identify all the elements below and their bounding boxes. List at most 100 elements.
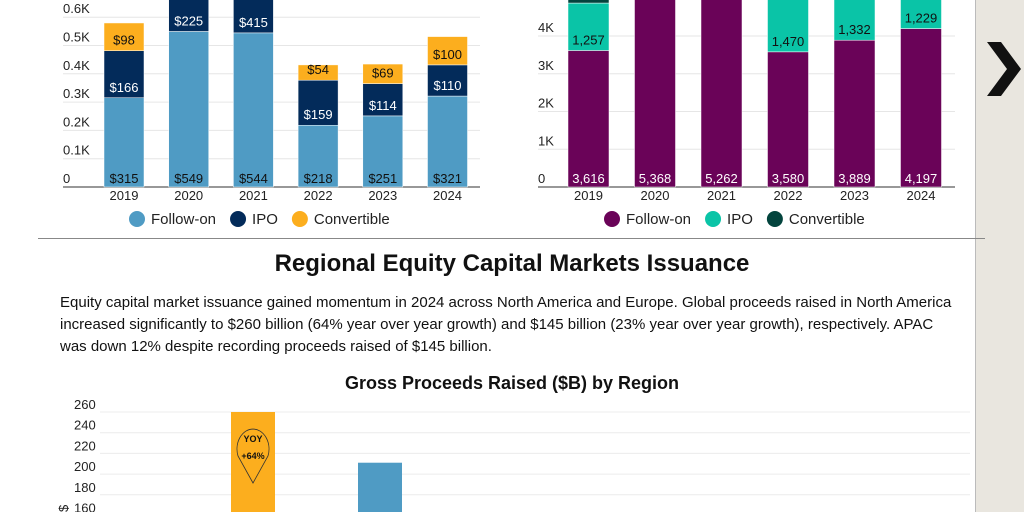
y-tick-label: 0.2K xyxy=(63,114,90,129)
bar-convertible xyxy=(567,0,610,4)
section-title: Regional Equity Capital Markets Issuance xyxy=(274,250,750,277)
y-tick-label: 220 xyxy=(74,438,96,453)
data-label: $69 xyxy=(372,66,394,81)
data-label: $315 xyxy=(110,171,139,186)
y-tick-label: 0.3K xyxy=(63,86,90,101)
yoy-value: +64% xyxy=(241,451,264,461)
x-tick-label: 2022 xyxy=(774,188,803,203)
y-tick-label: 1K xyxy=(538,133,554,148)
data-label: $321 xyxy=(433,171,462,186)
y-tick-label: 0 xyxy=(538,171,545,186)
section-paragraph: Equity capital market issuance gained mo… xyxy=(60,294,952,355)
x-tick-label: 2024 xyxy=(433,188,462,203)
x-tick-label: 2020 xyxy=(641,188,670,203)
data-label: $166 xyxy=(110,80,139,95)
x-tick-label: 2019 xyxy=(110,188,139,203)
data-label: $218 xyxy=(304,171,333,186)
legend-label[interactable]: IPO xyxy=(252,211,278,228)
x-tick-label: 2022 xyxy=(304,188,333,203)
legend-marker[interactable] xyxy=(129,211,145,227)
data-label: $100 xyxy=(433,47,462,62)
data-label: 5,368 xyxy=(639,171,672,186)
bar-ipo xyxy=(168,0,209,32)
bar-ipo xyxy=(567,2,610,51)
y-tick-label: 0.4K xyxy=(63,58,90,73)
bar-follow-on xyxy=(700,0,743,188)
y-tick-label: 0.5K xyxy=(63,30,90,45)
bar-ipo xyxy=(427,64,468,97)
bar-ipo xyxy=(833,0,876,41)
legend-label[interactable]: IPO xyxy=(727,211,753,228)
x-tick-label: 2020 xyxy=(174,188,203,203)
bar-follow-on xyxy=(233,32,274,188)
data-label: 5,262 xyxy=(705,171,738,186)
bar-convertible xyxy=(362,63,404,84)
y-tick-label: 200 xyxy=(74,459,96,474)
data-label: 3,580 xyxy=(772,171,805,186)
data-label: 1,229 xyxy=(905,11,938,26)
data-label: $98 xyxy=(113,33,135,48)
chevron-right-icon[interactable] xyxy=(985,40,1023,98)
data-label: 1,257 xyxy=(572,32,605,47)
yoy-label: YOY xyxy=(243,434,262,444)
bar-ipo xyxy=(900,0,942,29)
y-tick-label: 260 xyxy=(74,397,96,412)
bar-ipo xyxy=(767,0,809,53)
x-tick-label: 2021 xyxy=(239,188,268,203)
bar-convertible xyxy=(103,22,145,51)
bar-follow-on xyxy=(567,50,610,188)
bar-follow-on xyxy=(427,95,468,188)
bar xyxy=(231,412,275,512)
data-label: 1,470 xyxy=(772,34,805,49)
bar-follow-on xyxy=(900,28,942,188)
data-label: 3,889 xyxy=(838,171,871,186)
legend-marker[interactable] xyxy=(291,211,308,227)
legend-label[interactable]: Convertible xyxy=(314,211,390,228)
bar-convertible xyxy=(297,64,339,81)
bar-follow-on xyxy=(767,51,809,188)
legend-marker[interactable] xyxy=(705,211,722,227)
report-page xyxy=(0,0,976,512)
legend-label[interactable]: Follow-on xyxy=(626,211,691,228)
y-tick-label: 180 xyxy=(74,480,96,495)
y-tick-label: 3K xyxy=(538,58,554,73)
data-label: $114 xyxy=(369,98,397,113)
legend-label[interactable]: Convertible xyxy=(789,211,865,228)
data-label: $549 xyxy=(174,171,203,186)
y-tick-label: 4K xyxy=(538,20,554,35)
data-label: $159 xyxy=(304,107,333,122)
bar-follow-on xyxy=(362,115,404,188)
data-label: $54 xyxy=(307,62,329,77)
chart-title: Gross Proceeds Raised ($B) by Region xyxy=(345,373,679,393)
data-label: 3,616 xyxy=(572,171,605,186)
data-label: 4,197 xyxy=(905,171,938,186)
x-tick-label: 2023 xyxy=(840,188,869,203)
x-tick-label: 2019 xyxy=(574,188,603,203)
bar-follow-on xyxy=(103,97,145,188)
bar-ipo xyxy=(103,50,145,99)
y-tick-label: 2K xyxy=(538,96,554,111)
bar-ipo xyxy=(297,79,339,126)
legend-label[interactable]: Follow-on xyxy=(151,211,216,228)
bar-follow-on xyxy=(833,39,876,188)
y-axis-label: $ xyxy=(56,504,71,512)
bar-ipo xyxy=(233,0,274,34)
data-label: 1,332 xyxy=(838,22,871,37)
y-tick-label: 0.6K xyxy=(63,1,90,16)
bar-follow-on xyxy=(634,0,676,188)
x-tick-label: 2024 xyxy=(907,188,936,203)
y-tick-label: 160 xyxy=(74,501,96,512)
legend-marker[interactable] xyxy=(604,211,620,227)
bar-convertible xyxy=(427,36,468,66)
bar-follow-on xyxy=(168,31,209,188)
legend-marker[interactable] xyxy=(230,211,247,227)
data-label: $544 xyxy=(239,171,268,186)
y-tick-label: 0 xyxy=(63,171,70,186)
bar-ipo xyxy=(362,83,404,117)
bar xyxy=(358,462,402,512)
data-label: $110 xyxy=(434,78,462,93)
data-label: $225 xyxy=(174,13,203,28)
legend-marker[interactable] xyxy=(766,211,783,227)
x-tick-label: 2021 xyxy=(707,188,736,203)
data-label: $415 xyxy=(239,15,268,30)
